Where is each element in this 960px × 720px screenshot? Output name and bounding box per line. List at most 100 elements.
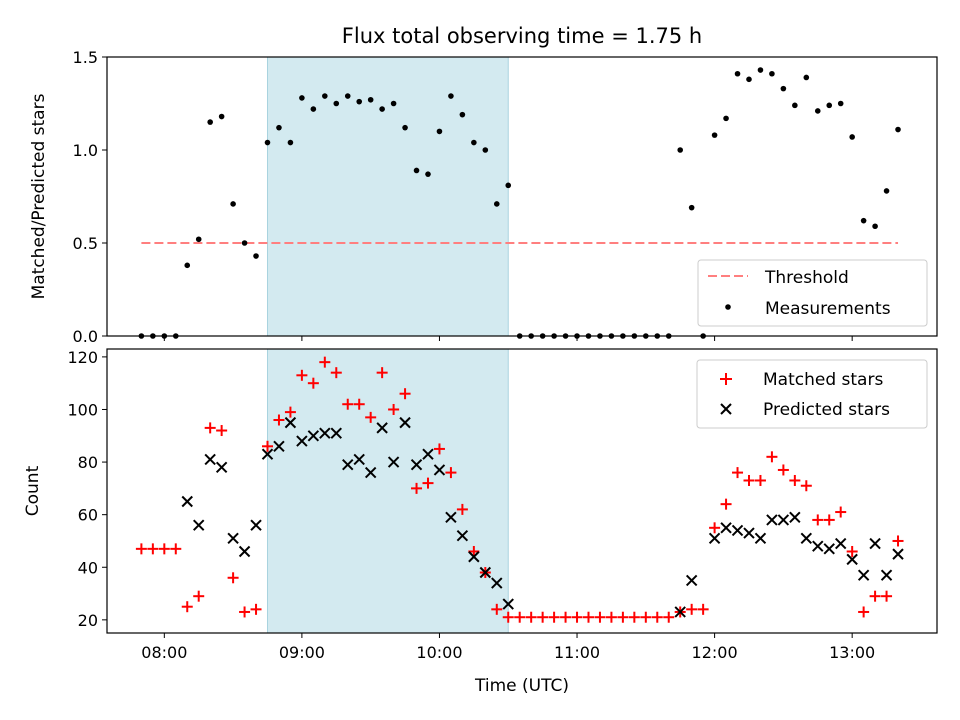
count-x-tick-label: 08:00: [141, 643, 187, 662]
count-y-tick-label: 60: [78, 506, 98, 525]
predicted-star-point: [215, 461, 228, 474]
matched-star-point: [422, 477, 434, 489]
matched-star-point: [858, 606, 870, 618]
matched-star-point: [628, 611, 640, 623]
predicted-star-point: [502, 598, 514, 610]
predicted-star-point: [238, 545, 251, 558]
predicted-marker-b: [834, 537, 847, 550]
predicted-star-point: [731, 524, 744, 537]
measurement-point: [723, 115, 729, 122]
matched-star-point: [651, 611, 663, 623]
predicted-star-point: [193, 519, 205, 531]
predicted-star-point: [456, 529, 469, 542]
predicted-marker-b: [892, 548, 904, 560]
predicted-star-point: [319, 427, 331, 439]
measurement-point: [230, 201, 236, 207]
predicted-marker-b: [376, 422, 388, 434]
count-panel: 20 40 60 80 100 120 08:00 09:00 10:00 11:00 12:00…: [23, 348, 938, 696]
matched-star-point: [743, 474, 755, 486]
predicted-star-point: [812, 540, 824, 552]
predicted-star-point: [364, 466, 377, 479]
matched-star-point: [135, 543, 147, 555]
measurement-point: [482, 147, 489, 153]
matched-star-point: [709, 522, 721, 534]
predicted-star-point: [720, 522, 732, 534]
measurement-point: [195, 236, 202, 243]
measurement-point: [471, 139, 477, 146]
count-x-ticks: 08:00 09:00 10:00 11:00 12:00 13:00: [141, 633, 875, 662]
predicted-marker-b: [708, 532, 721, 545]
count-y-tick-label: 20: [78, 611, 98, 630]
ratio-y-axis-label: Matched/Predicted stars: [29, 93, 49, 299]
predicted-legend-label: Predicted stars: [763, 400, 890, 420]
observing-window-shade: [266, 348, 509, 634]
matched-star-point: [605, 611, 617, 623]
count-panel-frame: [106, 348, 938, 634]
predicted-marker-b: [433, 464, 446, 476]
matched-star-point: [582, 611, 594, 623]
measurement-point: [448, 93, 454, 99]
predicted-star-point: [789, 511, 801, 524]
predicted-marker-b: [869, 537, 881, 550]
predicted-marker-b: [846, 553, 858, 566]
matched-star-point: [869, 590, 881, 602]
predicted-marker-b: [330, 427, 342, 439]
measurement-point: [241, 240, 248, 246]
predicted-star-point: [433, 464, 446, 476]
ratio-legend: Threshold Measurements: [697, 259, 928, 327]
measurement-points: [138, 67, 901, 339]
measurement-point: [803, 74, 810, 81]
measurement-point: [390, 100, 397, 107]
predicted-marker-b: [743, 527, 755, 539]
matched-star-point: [158, 543, 170, 555]
predicted-star-point: [708, 532, 721, 545]
predicted-marker-b: [319, 427, 331, 439]
ratio-panel: 0.0 0.5 1.0 1.5 Flux total observing time =…: [29, 24, 938, 346]
measurement-point: [734, 70, 741, 77]
matched-star-point: [342, 398, 354, 410]
threshold-legend-label: Threshold: [764, 268, 849, 288]
matched-star-point: [181, 601, 193, 613]
measurement-point: [895, 126, 901, 133]
predicted-star-point: [376, 422, 388, 434]
predicted-star-point: [869, 537, 881, 550]
predicted-marker-b: [685, 574, 698, 587]
predicted-star-point: [491, 577, 503, 589]
count-y-tick-label: 40: [78, 558, 98, 577]
predicted-star-point: [846, 553, 858, 566]
predicted-marker-b: [766, 514, 778, 526]
predicted-marker-b: [342, 458, 354, 471]
matched-star-point: [789, 474, 801, 486]
matched-star-point: [284, 406, 296, 418]
matched-star-point: [560, 611, 572, 623]
matched-star-point: [732, 467, 744, 479]
ratio-panel-frame: [106, 56, 938, 337]
predicted-marker-b: [353, 453, 365, 466]
matched-star-point: [835, 506, 847, 518]
ratio-legend-box: [697, 259, 928, 327]
measurement-point: [184, 262, 191, 269]
measurement-point: [677, 147, 684, 153]
measurement-legend-label: Measurements: [765, 299, 891, 319]
predicted-marker-b: [456, 529, 469, 542]
predicted-marker-b: [731, 524, 744, 537]
predicted-marker-b: [468, 551, 480, 563]
measurement-point: [310, 106, 317, 112]
matched-star-point: [433, 443, 445, 455]
predicted-star-point: [743, 527, 755, 539]
matched-star-point: [273, 414, 285, 426]
matched-star-point: [846, 545, 858, 557]
matched-star-point: [514, 611, 526, 623]
matched-star-point: [330, 367, 342, 379]
predicted-star-point: [181, 495, 193, 508]
measurement-point: [276, 124, 282, 131]
matched-star-point: [594, 611, 606, 623]
matched-star-point: [261, 440, 273, 452]
predicted-star-point: [674, 606, 686, 618]
matched-star-point: [227, 572, 239, 584]
predicted-star-point: [330, 427, 342, 439]
predicted-marker-b: [479, 566, 492, 579]
matched-star-point: [239, 606, 251, 618]
predicted-star-point: [387, 456, 400, 468]
predicted-star-point: [296, 435, 308, 447]
